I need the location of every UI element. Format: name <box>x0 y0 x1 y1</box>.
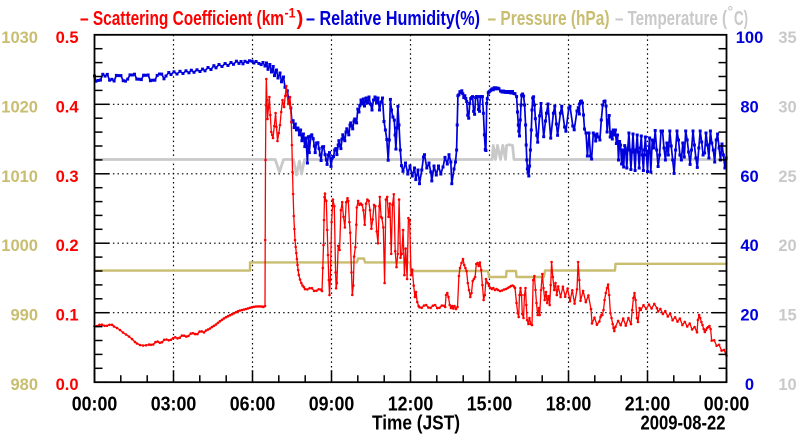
svg-text:– Relative Humidity(%): – Relative Humidity(%) <box>306 7 480 30</box>
svg-text:15:00: 15:00 <box>467 394 513 416</box>
svg-text:-1: -1 <box>285 5 296 21</box>
svg-text:09:00: 09:00 <box>309 394 355 416</box>
svg-text:990: 990 <box>10 307 38 325</box>
svg-text:12:00: 12:00 <box>388 394 434 416</box>
svg-text:2009-08-22: 2009-08-22 <box>641 413 726 435</box>
svg-text:1000: 1000 <box>1 237 38 255</box>
svg-text:80: 80 <box>740 98 758 116</box>
svg-text:40: 40 <box>740 237 758 255</box>
svg-text:0.1: 0.1 <box>56 307 79 325</box>
svg-text:980: 980 <box>10 376 38 394</box>
svg-text:15: 15 <box>778 307 796 325</box>
svg-text:0.4: 0.4 <box>56 98 80 116</box>
svg-text:03:00: 03:00 <box>151 394 197 416</box>
svg-text:0.3: 0.3 <box>56 168 79 186</box>
svg-text:20: 20 <box>778 237 796 255</box>
svg-text:1010: 1010 <box>1 168 38 186</box>
svg-text:0.0: 0.0 <box>56 376 79 394</box>
svg-text:60: 60 <box>740 168 758 186</box>
svg-text:C): C) <box>734 7 748 30</box>
svg-text:): ) <box>297 7 304 30</box>
svg-text:– Pressure (hPa): – Pressure (hPa) <box>488 7 610 30</box>
svg-text:0.5: 0.5 <box>56 29 79 47</box>
svg-text:00:00: 00:00 <box>704 394 750 416</box>
svg-text:1020: 1020 <box>1 98 38 116</box>
svg-text:°: ° <box>728 3 734 19</box>
svg-text:21:00: 21:00 <box>625 394 671 416</box>
svg-text:25: 25 <box>778 168 796 186</box>
svg-text:06:00: 06:00 <box>230 394 276 416</box>
svg-text:10: 10 <box>778 376 796 394</box>
svg-text:35: 35 <box>778 29 796 47</box>
svg-text:00:00: 00:00 <box>72 394 118 416</box>
svg-text:Time (JST): Time (JST) <box>372 413 460 435</box>
svg-text:– Scattering Coefficient (km: – Scattering Coefficient (km <box>80 7 284 30</box>
svg-text:18:00: 18:00 <box>546 394 592 416</box>
svg-text:100: 100 <box>736 29 764 47</box>
svg-text:30: 30 <box>778 98 796 116</box>
svg-text:1030: 1030 <box>1 29 38 47</box>
svg-text:– Temperature (: – Temperature ( <box>615 7 727 30</box>
svg-text:0.2: 0.2 <box>56 237 79 255</box>
svg-text:20: 20 <box>740 307 758 325</box>
svg-text:0: 0 <box>745 376 754 394</box>
